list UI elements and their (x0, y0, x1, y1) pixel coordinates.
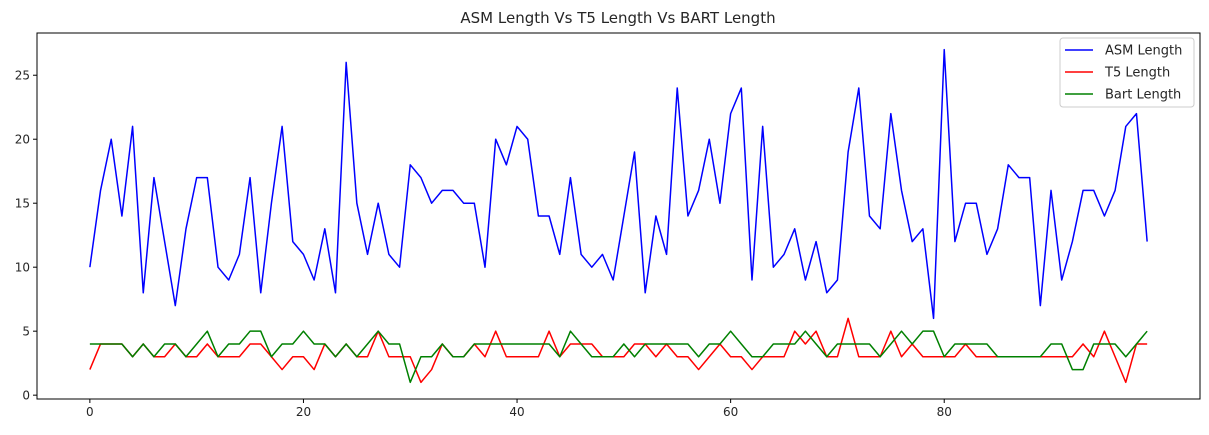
y-tick-label: 15 (15, 197, 30, 211)
y-tick-label: 5 (22, 325, 30, 339)
legend-label-1: T5 Length (1104, 66, 1170, 81)
y-tick-label: 10 (15, 261, 30, 275)
legend: ASM Length T5 Length Bart Length (1059, 37, 1195, 108)
y-tick-label: 25 (15, 69, 30, 83)
x-tick-label: 40 (509, 405, 524, 419)
y-tick-label: 0 (22, 389, 30, 403)
x-tick-label: 80 (937, 405, 952, 419)
x-tick-label: 0 (86, 405, 94, 419)
series-line-1 (89, 317, 1148, 384)
plot-frame (36, 32, 1201, 400)
x-tick-label: 60 (723, 405, 738, 419)
series-layer (89, 48, 1148, 384)
series-line-0 (89, 48, 1148, 320)
chart-title: ASM Length Vs T5 Length Vs BART Length (460, 9, 775, 27)
series-line-2 (89, 330, 1148, 384)
legend-label-2: Bart Length (1105, 88, 1181, 103)
y-axis: 0 5 10 15 20 25 (15, 69, 37, 403)
x-axis: 0 20 40 60 80 (86, 399, 952, 419)
legend-label-0: ASM Length (1105, 44, 1182, 59)
x-tick-label: 20 (296, 405, 311, 419)
legend-box (1059, 37, 1195, 108)
y-tick-label: 20 (15, 133, 30, 147)
